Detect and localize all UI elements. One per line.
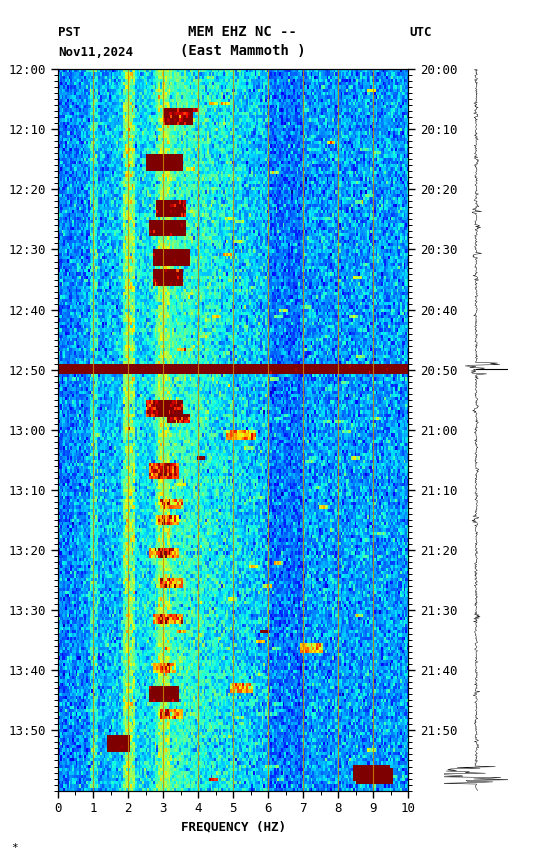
Text: MEM EHZ NC --: MEM EHZ NC -- xyxy=(188,25,298,39)
Text: UTC: UTC xyxy=(410,26,432,39)
Text: Nov11,2024: Nov11,2024 xyxy=(58,46,133,59)
Text: PST: PST xyxy=(58,26,81,39)
Text: (East Mammoth ): (East Mammoth ) xyxy=(180,44,306,58)
Text: *: * xyxy=(11,843,18,853)
X-axis label: FREQUENCY (HZ): FREQUENCY (HZ) xyxy=(181,821,286,834)
